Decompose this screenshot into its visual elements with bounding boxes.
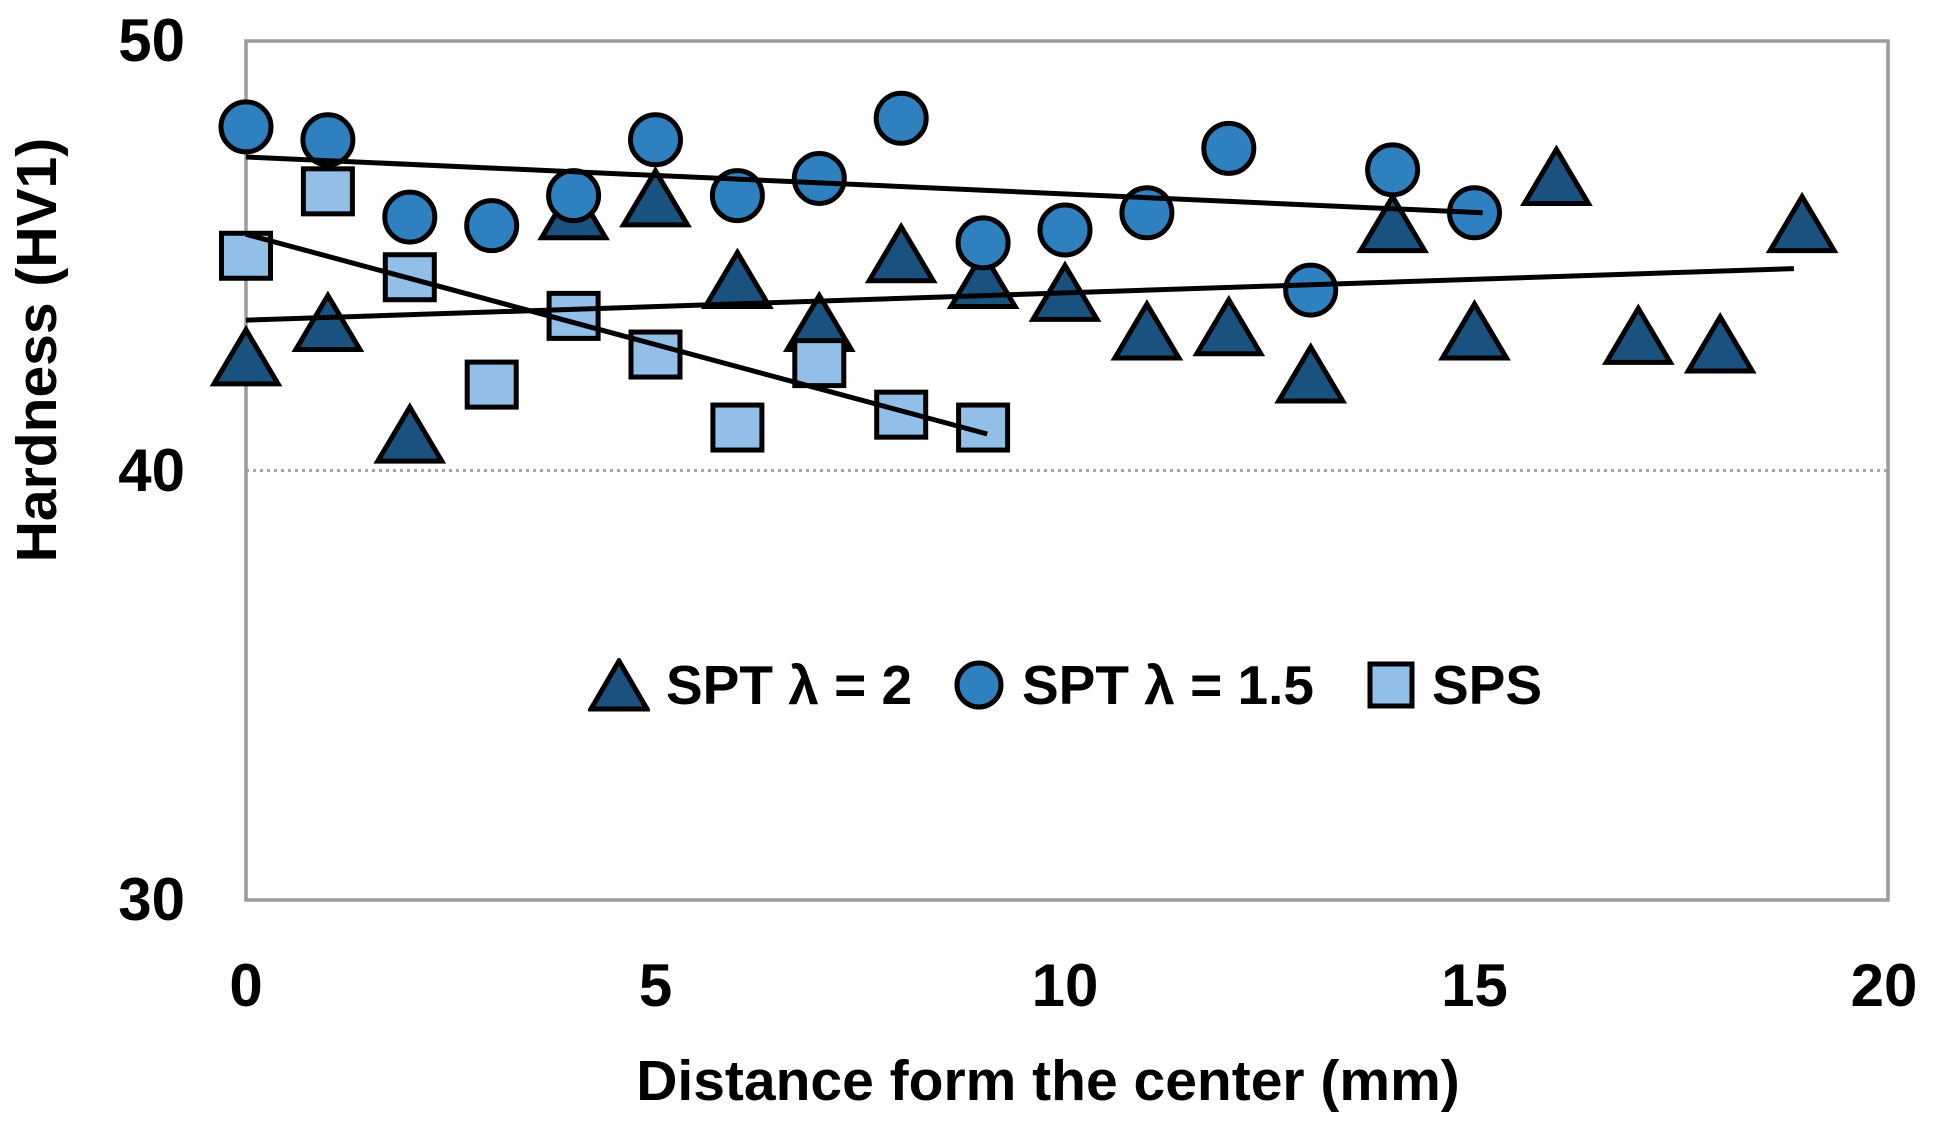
square-marker-icon — [1367, 661, 1415, 709]
data-point-triangle — [373, 402, 447, 464]
data-point-circle — [546, 168, 602, 224]
data-point-triangle — [1601, 303, 1675, 365]
data-point-circle — [1201, 120, 1257, 176]
data-point-circle — [873, 90, 929, 146]
y-tick-label-30: 30 — [118, 866, 185, 933]
data-point-circle — [1283, 262, 1339, 318]
x-axis-title: Distance form the center (mm) — [636, 1049, 1460, 1113]
data-point-circle — [709, 168, 765, 224]
legend-item-spt-lambda-1-5: SPT λ = 1.5 — [952, 652, 1314, 718]
data-point-square — [300, 166, 355, 217]
data-point-triangle — [864, 221, 938, 284]
x-tick-label-5: 5 — [638, 952, 673, 1019]
data-point-circle — [218, 99, 274, 155]
data-point-circle — [300, 112, 356, 168]
data-point-triangle — [1274, 342, 1348, 404]
data-point-triangle — [209, 324, 283, 387]
legend-label: SPT λ = 2 — [666, 654, 913, 716]
trendline-1 — [245, 154, 1483, 216]
trendline-0 — [245, 266, 1794, 323]
data-point-circle — [628, 112, 683, 168]
data-point-triangle — [1765, 191, 1839, 254]
x-tick-label-0: 0 — [229, 952, 263, 1019]
y-axis-title: Hardness (HV1) — [5, 137, 69, 563]
data-point-circle — [382, 189, 438, 245]
data-point-triangle — [619, 166, 692, 228]
axis-frame — [244, 39, 1890, 902]
legend-label: SPS — [1432, 654, 1543, 716]
data-point-square — [464, 359, 519, 410]
data-point-square — [382, 252, 437, 303]
y-tick-label-40: 40 — [118, 436, 185, 504]
data-point-triangle — [1683, 312, 1757, 374]
x-tick-label-15: 15 — [1441, 952, 1508, 1019]
data-point-triangle — [1192, 294, 1266, 357]
x-tick-label-10: 10 — [1031, 952, 1099, 1019]
data-point-circle — [1037, 202, 1093, 258]
data-point-circle — [464, 198, 520, 254]
legend-item-spt-lambda-2: SPT λ = 2 — [588, 652, 912, 718]
legend-label: SPT λ = 1.5 — [1022, 654, 1314, 716]
data-point-circle — [1365, 142, 1421, 198]
data-point-circle — [955, 215, 1011, 271]
triangle-marker-icon — [588, 658, 650, 712]
x-tick-label-20: 20 — [1850, 952, 1918, 1019]
trendline-2 — [245, 231, 988, 437]
data-point-square — [710, 402, 765, 453]
data-point-triangle — [1438, 299, 1511, 361]
data-point-square — [792, 338, 847, 389]
data-point-triangle — [291, 290, 365, 352]
legend-item-sps: SPS — [1366, 652, 1542, 718]
data-point-triangle — [1356, 191, 1429, 254]
data-point-triangle — [701, 247, 774, 310]
data-point-triangle — [1520, 144, 1593, 206]
circle-marker-icon — [954, 660, 1004, 710]
y-tick-label-50: 50 — [118, 7, 185, 74]
data-point-circle — [791, 150, 847, 206]
data-point-triangle — [1110, 299, 1184, 361]
